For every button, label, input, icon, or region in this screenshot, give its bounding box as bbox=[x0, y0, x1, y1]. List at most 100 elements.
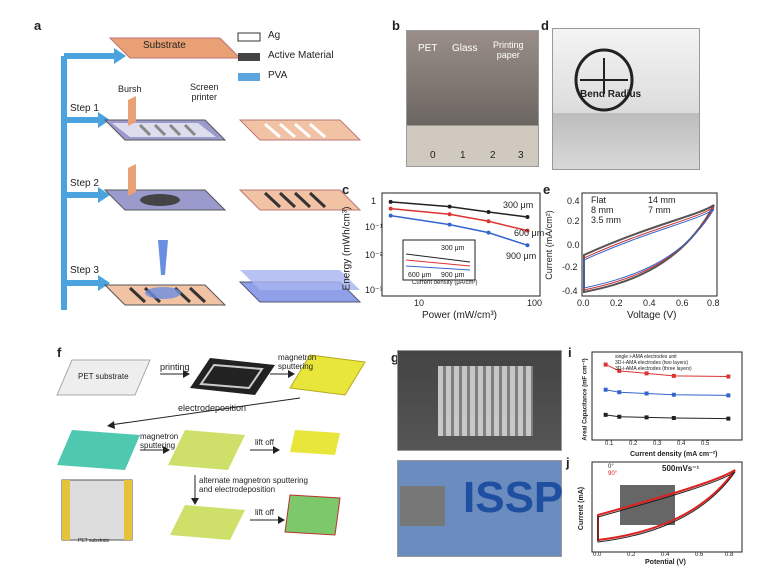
c-point bbox=[388, 199, 393, 204]
e-xtick-1: 0.2 bbox=[610, 298, 623, 308]
e-xtick-4: 0.8 bbox=[707, 298, 720, 308]
c-point bbox=[525, 243, 530, 248]
panel-label-a: a bbox=[34, 18, 42, 33]
i-xtick-1: 0.2 bbox=[629, 441, 638, 447]
j-xtick-0: 0.0 bbox=[593, 552, 602, 558]
screen-printer-label: Screen printer bbox=[190, 82, 219, 102]
c-xlabel: Power (mW/cm³) bbox=[422, 310, 497, 321]
i-xtick-3: 0.4 bbox=[677, 441, 686, 447]
c-ytick-2: 10⁻¹ bbox=[365, 222, 383, 232]
e-ytick-0: 0.4 bbox=[567, 196, 580, 206]
panel-label-e: e bbox=[543, 182, 551, 197]
ruler-0: 0 bbox=[430, 150, 436, 161]
e-xtick-3: 0.6 bbox=[676, 298, 689, 308]
i-point bbox=[644, 391, 649, 396]
panel-label-d: d bbox=[541, 18, 549, 33]
c-ytick-3: 10⁻² bbox=[365, 250, 383, 260]
legend-active-material: Active Material bbox=[268, 50, 334, 61]
e-legend-8mm: 8 mm bbox=[591, 205, 614, 215]
step-2-label: Step 2 bbox=[70, 178, 99, 189]
i-xtick-0: 0.1 bbox=[605, 441, 614, 447]
j-xtick-1: 0.2 bbox=[627, 552, 636, 558]
legend-ag: Ag bbox=[268, 30, 281, 41]
step-1-label: Step 1 bbox=[70, 103, 99, 114]
c-point bbox=[388, 206, 393, 211]
c-inset-xlabel: Current density (μA/cm²) bbox=[412, 280, 478, 286]
panel-label-i: i bbox=[568, 345, 572, 360]
i-point bbox=[617, 390, 622, 395]
j-xtick-2: 0.4 bbox=[661, 552, 670, 558]
e-xtick-0: 0.0 bbox=[577, 298, 590, 308]
c-xtick-100: 100 bbox=[527, 298, 543, 308]
c-point bbox=[447, 204, 452, 209]
c-point bbox=[486, 219, 491, 224]
i-point bbox=[726, 393, 731, 398]
e-legend-14mm: 14 mm bbox=[648, 195, 676, 205]
label-glass: Glass bbox=[452, 43, 478, 54]
step-3-label: Step 3 bbox=[70, 265, 99, 276]
j-xtick-4: 0.8 bbox=[725, 552, 734, 558]
f-cross-section-substrate: PET substrate bbox=[78, 538, 110, 544]
c-ytick-4: 10⁻³ bbox=[365, 285, 383, 295]
f-magnetron-sputtering-2: magnetron sputtering bbox=[140, 432, 179, 450]
i-point bbox=[726, 374, 731, 379]
c-point bbox=[525, 228, 530, 233]
legend-pva: PVA bbox=[268, 70, 288, 81]
panel-label-g: g bbox=[391, 350, 399, 365]
j-scan-rate: 500mVs⁻¹ bbox=[662, 464, 700, 473]
j-ylabel: Current (mA) bbox=[578, 486, 586, 531]
c-inset-300: 300 μm bbox=[441, 245, 465, 252]
panel-label-j: j bbox=[566, 455, 570, 470]
j-legend-90: 90° bbox=[608, 471, 618, 477]
c-series-line-0 bbox=[390, 201, 528, 218]
e-xlabel: Voltage (V) bbox=[627, 310, 677, 321]
brush-label: Bursh bbox=[118, 84, 142, 94]
e-legend-3-5mm: 3.5 mm bbox=[591, 215, 622, 225]
c-point bbox=[486, 209, 491, 214]
j-xtick-3: 0.6 bbox=[695, 552, 704, 558]
f-lift-off-2: lift off bbox=[255, 508, 274, 517]
i-point bbox=[603, 362, 608, 367]
i-point bbox=[617, 368, 622, 373]
label-printing-paper: Printing paper bbox=[493, 40, 524, 60]
c-series-line-2 bbox=[390, 214, 528, 246]
ruler-1: 1 bbox=[460, 150, 466, 161]
i-point bbox=[644, 371, 649, 376]
i-point bbox=[617, 414, 622, 419]
j-xlabel: Potential (V) bbox=[645, 559, 686, 566]
e-ytick-1: 0.2 bbox=[567, 216, 580, 226]
c-series-900: 900 μm bbox=[506, 251, 537, 261]
flexible-substrates-photo bbox=[406, 30, 539, 167]
i-legend-2: 3D-i-AMA electrodes (three layers) bbox=[615, 366, 692, 372]
c-series-600: 600 μm bbox=[514, 228, 545, 238]
c-inset-900: 900 μm bbox=[441, 272, 465, 279]
i-point bbox=[644, 415, 649, 420]
f-magnetron-sputtering-1: magnetron sputtering bbox=[278, 353, 317, 371]
i-point bbox=[603, 412, 608, 417]
c-series-line-1 bbox=[390, 207, 528, 232]
i-point bbox=[671, 373, 676, 378]
f-pet-substrate: PET substrate bbox=[78, 372, 129, 381]
c-inset-600: 600 μm bbox=[408, 272, 432, 279]
f-lift-off-1: lift off bbox=[255, 438, 274, 447]
e-ytick-2: 0.0 bbox=[567, 240, 580, 250]
i-xlabel: Current density (mA cm⁻²) bbox=[630, 451, 718, 458]
panel-label-b: b bbox=[392, 18, 400, 33]
i-xtick-4: 0.5 bbox=[701, 441, 710, 447]
c-point bbox=[447, 212, 452, 217]
e-ytick-4: -0.4 bbox=[562, 286, 578, 296]
panel-label-c: c bbox=[342, 182, 350, 197]
ruler-3: 3 bbox=[518, 150, 524, 161]
c-point bbox=[525, 214, 530, 219]
c-ytick-1: 1 bbox=[371, 196, 377, 206]
panel-label-f: f bbox=[57, 345, 62, 360]
issp-text: ISSP bbox=[463, 473, 564, 522]
j-legend-0: 0° bbox=[608, 464, 614, 470]
label-pet: PET bbox=[418, 43, 438, 54]
c-xtick-10: 10 bbox=[414, 298, 425, 308]
i-point bbox=[671, 392, 676, 397]
c-point bbox=[486, 230, 491, 235]
